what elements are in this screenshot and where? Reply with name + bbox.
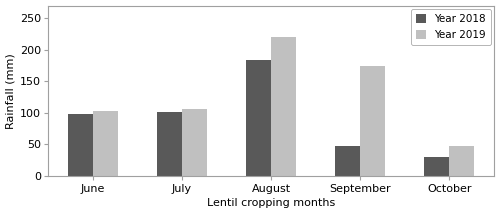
- Bar: [93, 111, 118, 176]
- Bar: [246, 61, 271, 176]
- Bar: [182, 109, 207, 176]
- Bar: [424, 157, 449, 176]
- Bar: [449, 146, 474, 176]
- Bar: [68, 114, 93, 176]
- Legend: Year 2018, Year 2019: Year 2018, Year 2019: [410, 9, 492, 45]
- Bar: [360, 65, 385, 176]
- Y-axis label: Rainfall (mm): Rainfall (mm): [6, 53, 16, 129]
- Bar: [271, 37, 296, 176]
- Bar: [335, 146, 360, 176]
- Bar: [157, 111, 182, 176]
- X-axis label: Lentil cropping months: Lentil cropping months: [207, 198, 335, 208]
